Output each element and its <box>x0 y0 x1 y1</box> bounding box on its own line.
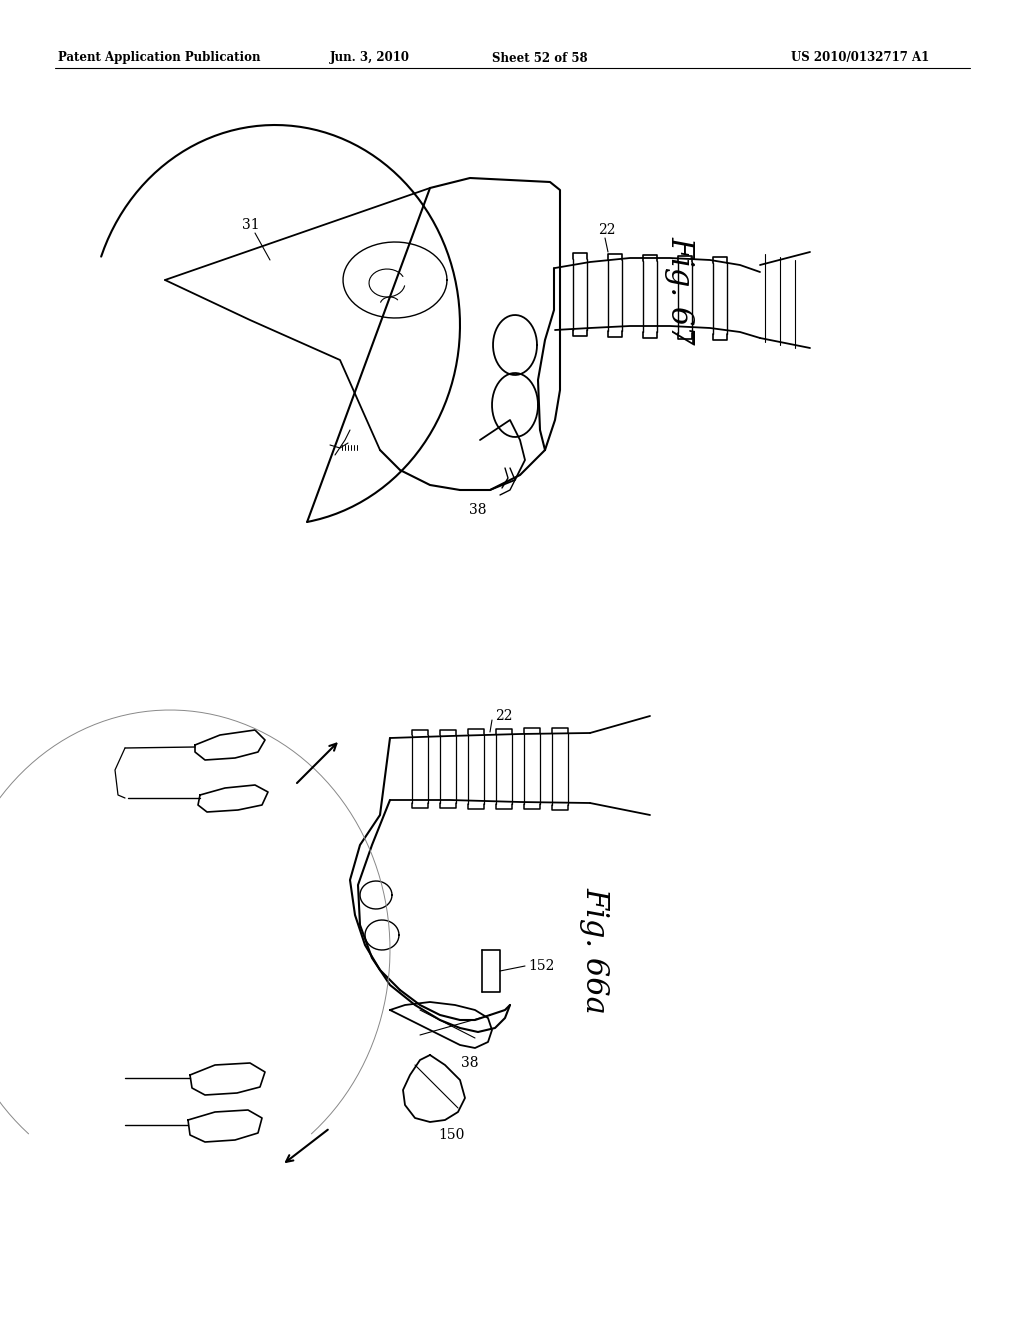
Text: 22: 22 <box>598 223 615 238</box>
Text: 150: 150 <box>439 1129 465 1142</box>
Text: 22: 22 <box>495 709 512 723</box>
Text: 152: 152 <box>528 960 554 973</box>
Text: 31: 31 <box>242 218 260 232</box>
Text: Fig. 67: Fig. 67 <box>665 236 695 345</box>
Text: Sheet 52 of 58: Sheet 52 of 58 <box>493 51 588 65</box>
Text: US 2010/0132717 A1: US 2010/0132717 A1 <box>791 51 929 65</box>
Text: Fig. 66a: Fig. 66a <box>580 887 610 1014</box>
Text: 38: 38 <box>469 503 486 517</box>
Text: 38: 38 <box>461 1056 479 1071</box>
Text: Patent Application Publication: Patent Application Publication <box>58 51 260 65</box>
Text: Jun. 3, 2010: Jun. 3, 2010 <box>330 51 410 65</box>
